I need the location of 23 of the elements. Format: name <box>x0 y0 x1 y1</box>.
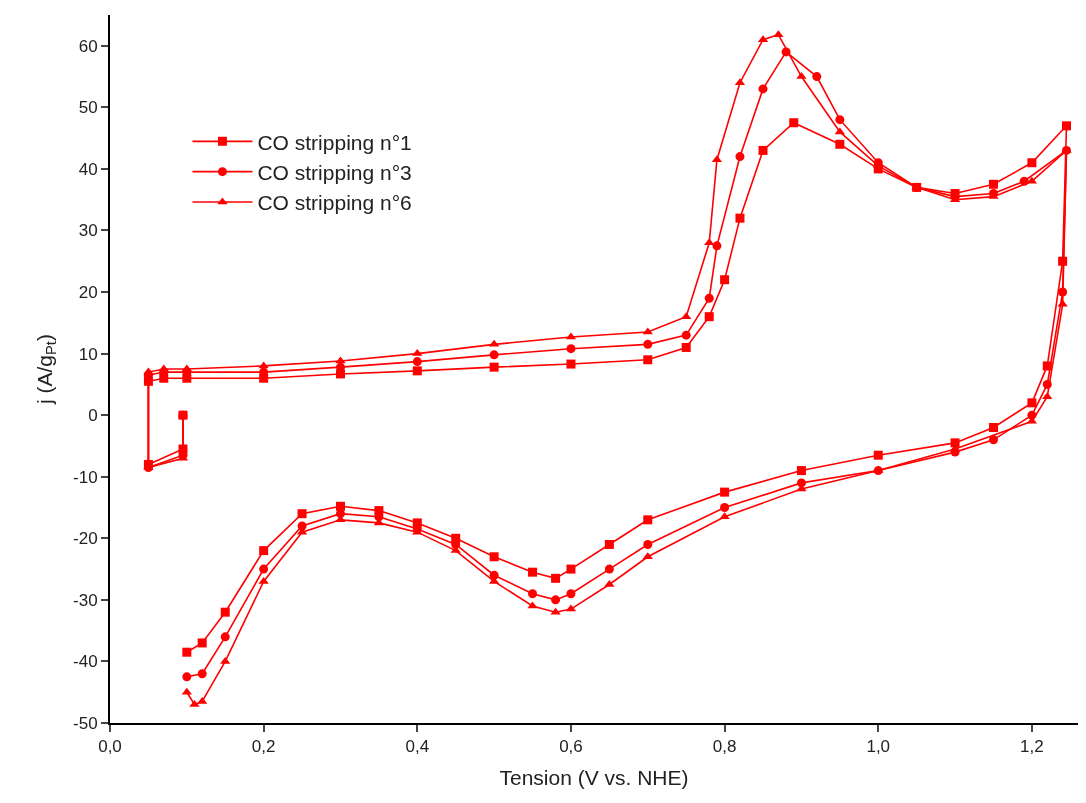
y-tick-label: -40 <box>73 652 98 672</box>
y-tick-label: 50 <box>78 98 98 118</box>
legend-label: CO stripping n°3 <box>257 160 412 184</box>
y-tick-label: 30 <box>78 221 98 241</box>
y-tick-label: 0 <box>88 406 98 426</box>
y-tick-label: 20 <box>78 282 98 302</box>
y-tick-label: -20 <box>73 529 98 549</box>
y-tick-label: -30 <box>73 590 98 610</box>
y-tick-label: 10 <box>78 344 98 364</box>
x-tick-label: 0,0 <box>98 737 122 757</box>
x-tick-label: 0,6 <box>559 737 583 757</box>
y-tick-label: -10 <box>73 467 98 487</box>
x-tick-label: 0,2 <box>251 737 276 757</box>
y-tick-label: 60 <box>78 36 98 56</box>
x-tick-label: 1,0 <box>866 737 891 757</box>
y-tick-label: 40 <box>78 159 98 179</box>
x-tick-label: 0,8 <box>712 737 737 757</box>
legend-label: CO stripping n°6 <box>257 191 412 215</box>
x-tick-label: 1,2 <box>1020 737 1044 757</box>
y-tick-label: -50 <box>73 713 98 733</box>
x-axis-title: Tension (V vs. NHE) <box>499 766 689 790</box>
x-tick-label: 0,4 <box>405 737 430 757</box>
legend-label: CO stripping n°1 <box>257 130 412 154</box>
